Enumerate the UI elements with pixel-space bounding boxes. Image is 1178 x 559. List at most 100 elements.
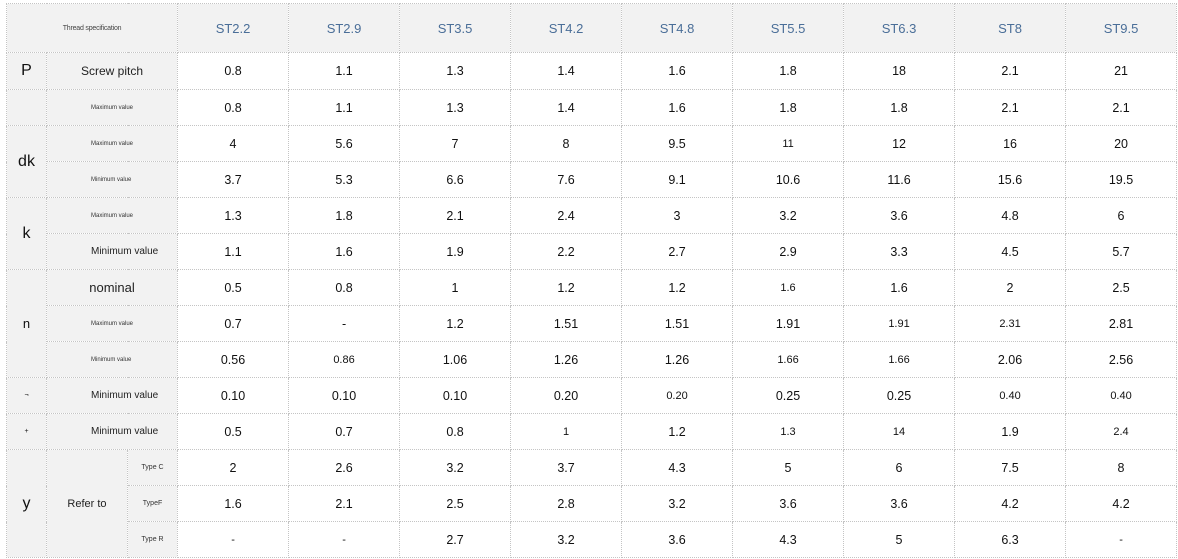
- table-cell: 0.40: [954, 377, 1067, 414]
- table-cell: 0.10: [177, 377, 290, 414]
- table-cell: -: [288, 305, 401, 342]
- table-row: dk Maximum value 4 5.6 7 8 9.5 11 12 16 …: [6, 125, 1178, 198]
- table-cell: 2.7: [399, 521, 512, 558]
- table-row: TypeF 1.6 2.1 2.5 2.8 3.2 3.6 3.6 4.2 4.…: [7, 485, 1178, 522]
- table-cell: 2.1: [288, 485, 401, 522]
- table-cell: 1.1: [288, 52, 401, 90]
- table-cell: 5: [732, 449, 845, 486]
- table-cell: 11.6: [843, 161, 956, 198]
- row-symbol: n: [6, 269, 47, 378]
- table-cell: 11: [732, 125, 845, 162]
- table-cell: 2.81: [1065, 305, 1178, 342]
- row-label: Minimum value: [45, 161, 179, 198]
- table-cell: 9.5: [621, 125, 734, 162]
- row-label: Minimum value: [45, 233, 179, 270]
- table-cell: 2.4: [510, 197, 623, 234]
- table-cell: 2: [177, 449, 290, 486]
- size-header: ST2.2: [177, 3, 290, 53]
- table-cell: 2.56: [1065, 341, 1178, 378]
- table-cell: 3.3: [843, 233, 956, 270]
- row-label: Maximum value: [45, 125, 179, 162]
- table-cell: 3.6: [732, 485, 845, 522]
- row-label: Screw pitch: [45, 52, 179, 90]
- table-cell: 1.06: [399, 341, 512, 378]
- table-cell: 1: [510, 413, 623, 450]
- table-cell: 5.3: [288, 161, 401, 198]
- table-row: + Minimum value 0.5 0.7 0.8 1 1.2 1.3 14…: [6, 413, 1178, 450]
- table-cell: 1.6: [843, 269, 956, 306]
- table-cell: 0.20: [510, 377, 623, 414]
- table-cell: 3: [621, 197, 734, 234]
- table-cell: 1.2: [621, 413, 734, 450]
- table-cell: 2.7: [621, 233, 734, 270]
- row-symbol: dk: [6, 125, 47, 198]
- table-cell: 1.3: [399, 52, 512, 90]
- table-cell: 19.5: [1065, 161, 1178, 198]
- table-cell: 0.8: [399, 413, 512, 450]
- header-row: Thread specification ST2.2 ST2.9 ST3.5 S…: [5, 3, 1178, 53]
- table-cell: 0.8: [288, 269, 401, 306]
- table-cell: 7.5: [954, 449, 1067, 486]
- row-label: Maximum value: [45, 89, 179, 126]
- table-cell: 1: [399, 269, 512, 306]
- table-row: P Screw pitch 0.8 1.1 1.3 1.4 1.6 1.8 18…: [6, 52, 1178, 90]
- table-cell: 1.51: [510, 305, 623, 342]
- table-cell: 2.2: [510, 233, 623, 270]
- row-label: Minimum value: [45, 377, 179, 414]
- table-cell: 10.6: [732, 161, 845, 198]
- table-cell: 2.4: [1065, 413, 1178, 450]
- header-label: Thread specification: [5, 3, 179, 53]
- table-cell: 1.51: [621, 305, 734, 342]
- table-cell: 20: [1065, 125, 1178, 162]
- table-cell: 1.1: [288, 89, 401, 126]
- row-label: Minimum value: [45, 341, 179, 378]
- table-cell: 1.3: [732, 413, 845, 450]
- table-cell: 0.7: [288, 413, 401, 450]
- table-cell: 5.7: [1065, 233, 1178, 270]
- table-cell: 0.8: [177, 52, 290, 90]
- table-cell: 1.4: [510, 89, 623, 126]
- table-cell: 1.1: [177, 233, 290, 270]
- row-symbol: y: [6, 449, 47, 558]
- table-cell: 1.8: [732, 52, 845, 90]
- row-symbol: +: [6, 413, 47, 450]
- row-label: nominal: [45, 269, 179, 306]
- table-cell: 4.2: [1065, 485, 1178, 522]
- table-cell: 16: [954, 125, 1067, 162]
- type-label: Type C: [126, 449, 179, 486]
- table-cell: 1.6: [621, 89, 734, 126]
- table-cell: -: [288, 521, 401, 558]
- table-cell: 2.31: [954, 305, 1067, 342]
- table-cell: 1.6: [288, 233, 401, 270]
- table-cell: 0.8: [177, 89, 290, 126]
- table-cell: 1.66: [843, 341, 956, 378]
- table-cell: 15.6: [954, 161, 1067, 198]
- table-cell: 2.6: [288, 449, 401, 486]
- table-cell: 0.7: [177, 305, 290, 342]
- table-cell: 1.91: [732, 305, 845, 342]
- table-cell: 1.91: [843, 305, 956, 342]
- table-cell: 1.6: [177, 485, 290, 522]
- thread-spec-table: Thread specification ST2.2 ST2.9 ST3.5 S…: [5, 3, 1178, 558]
- table-cell: 5: [843, 521, 956, 558]
- table-cell: 3.2: [399, 449, 512, 486]
- table-cell: 1.3: [177, 197, 290, 234]
- table-cell: 5.6: [288, 125, 401, 162]
- table-row: Minimum value 0.56 0.86 1.06 1.26 1.26 1…: [7, 341, 1178, 378]
- table-cell: 4.2: [954, 485, 1067, 522]
- table-row: Maximum value 0.8 1.1 1.3 1.4 1.6 1.8 1.…: [6, 89, 1178, 126]
- row-label: Maximum value: [45, 305, 179, 342]
- table-cell: 6.6: [399, 161, 512, 198]
- table-cell: 3.2: [732, 197, 845, 234]
- table-cell: 1.3: [399, 89, 512, 126]
- table-cell: 0.5: [177, 269, 290, 306]
- table-row: y Refer to Type C 2 2.6 3.2 3.7 4.3 5 6 …: [6, 449, 1178, 558]
- table-cell: 2.06: [954, 341, 1067, 378]
- table-cell: 0.5: [177, 413, 290, 450]
- table-cell: 0.25: [732, 377, 845, 414]
- table-cell: 6.3: [954, 521, 1067, 558]
- table-cell: 3.7: [510, 449, 623, 486]
- row-label: Maximum value: [45, 197, 179, 234]
- table-cell: 0.20: [621, 377, 734, 414]
- size-header: ST4.8: [621, 3, 734, 53]
